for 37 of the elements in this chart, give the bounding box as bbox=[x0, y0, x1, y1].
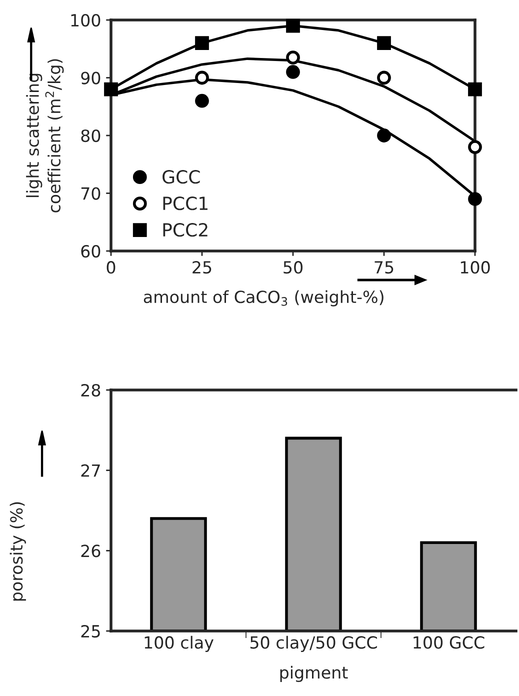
y-tick-label: 25 bbox=[81, 624, 100, 638]
point bbox=[195, 94, 209, 108]
legend-label: PCC2 bbox=[163, 223, 208, 237]
y-tick-label: 26 bbox=[81, 544, 100, 558]
point bbox=[286, 50, 300, 64]
point bbox=[468, 82, 482, 96]
point bbox=[195, 70, 209, 85]
x-tick-label: 50 clay/50 GCC bbox=[250, 636, 377, 652]
y-tick-label: 90 bbox=[81, 72, 100, 84]
x-tick-label: 75 bbox=[374, 261, 394, 274]
y-axis-title: porosity (%) bbox=[10, 502, 26, 601]
x-tick-label: 100 GCC bbox=[414, 636, 484, 649]
x-axis-title: amount of CaCO$_{3}$ (weight-%) bbox=[144, 290, 384, 306]
point bbox=[468, 192, 482, 206]
point bbox=[377, 128, 391, 142]
point bbox=[286, 18, 300, 33]
y-tick-label: 100 bbox=[71, 14, 100, 27]
legend-label: PCC1 bbox=[163, 196, 208, 210]
x-tick-label: 100 bbox=[460, 261, 490, 274]
x-tick-label: 50 bbox=[284, 261, 302, 274]
x-tick-label: 25 bbox=[192, 261, 212, 274]
x-axis-title: pigment bbox=[280, 666, 348, 682]
y-axis-title: light scattering coefficient (m$^{2}$/kg) bbox=[26, 59, 64, 212]
y-tick-label: 27 bbox=[81, 464, 100, 477]
y-tick-label: 80 bbox=[81, 129, 100, 142]
point bbox=[195, 36, 209, 50]
x-tick-label: 100 clay bbox=[144, 636, 214, 652]
x-tick-label: 0 bbox=[106, 261, 116, 274]
point bbox=[286, 65, 300, 79]
point bbox=[377, 70, 391, 85]
y-tick-label: 70 bbox=[81, 187, 100, 200]
point bbox=[377, 36, 391, 50]
point bbox=[468, 140, 482, 154]
point bbox=[104, 82, 118, 96]
y-tick-label: 28 bbox=[81, 384, 100, 397]
y-tick-label: 60 bbox=[81, 244, 100, 258]
legend-label: GCC bbox=[162, 170, 200, 184]
